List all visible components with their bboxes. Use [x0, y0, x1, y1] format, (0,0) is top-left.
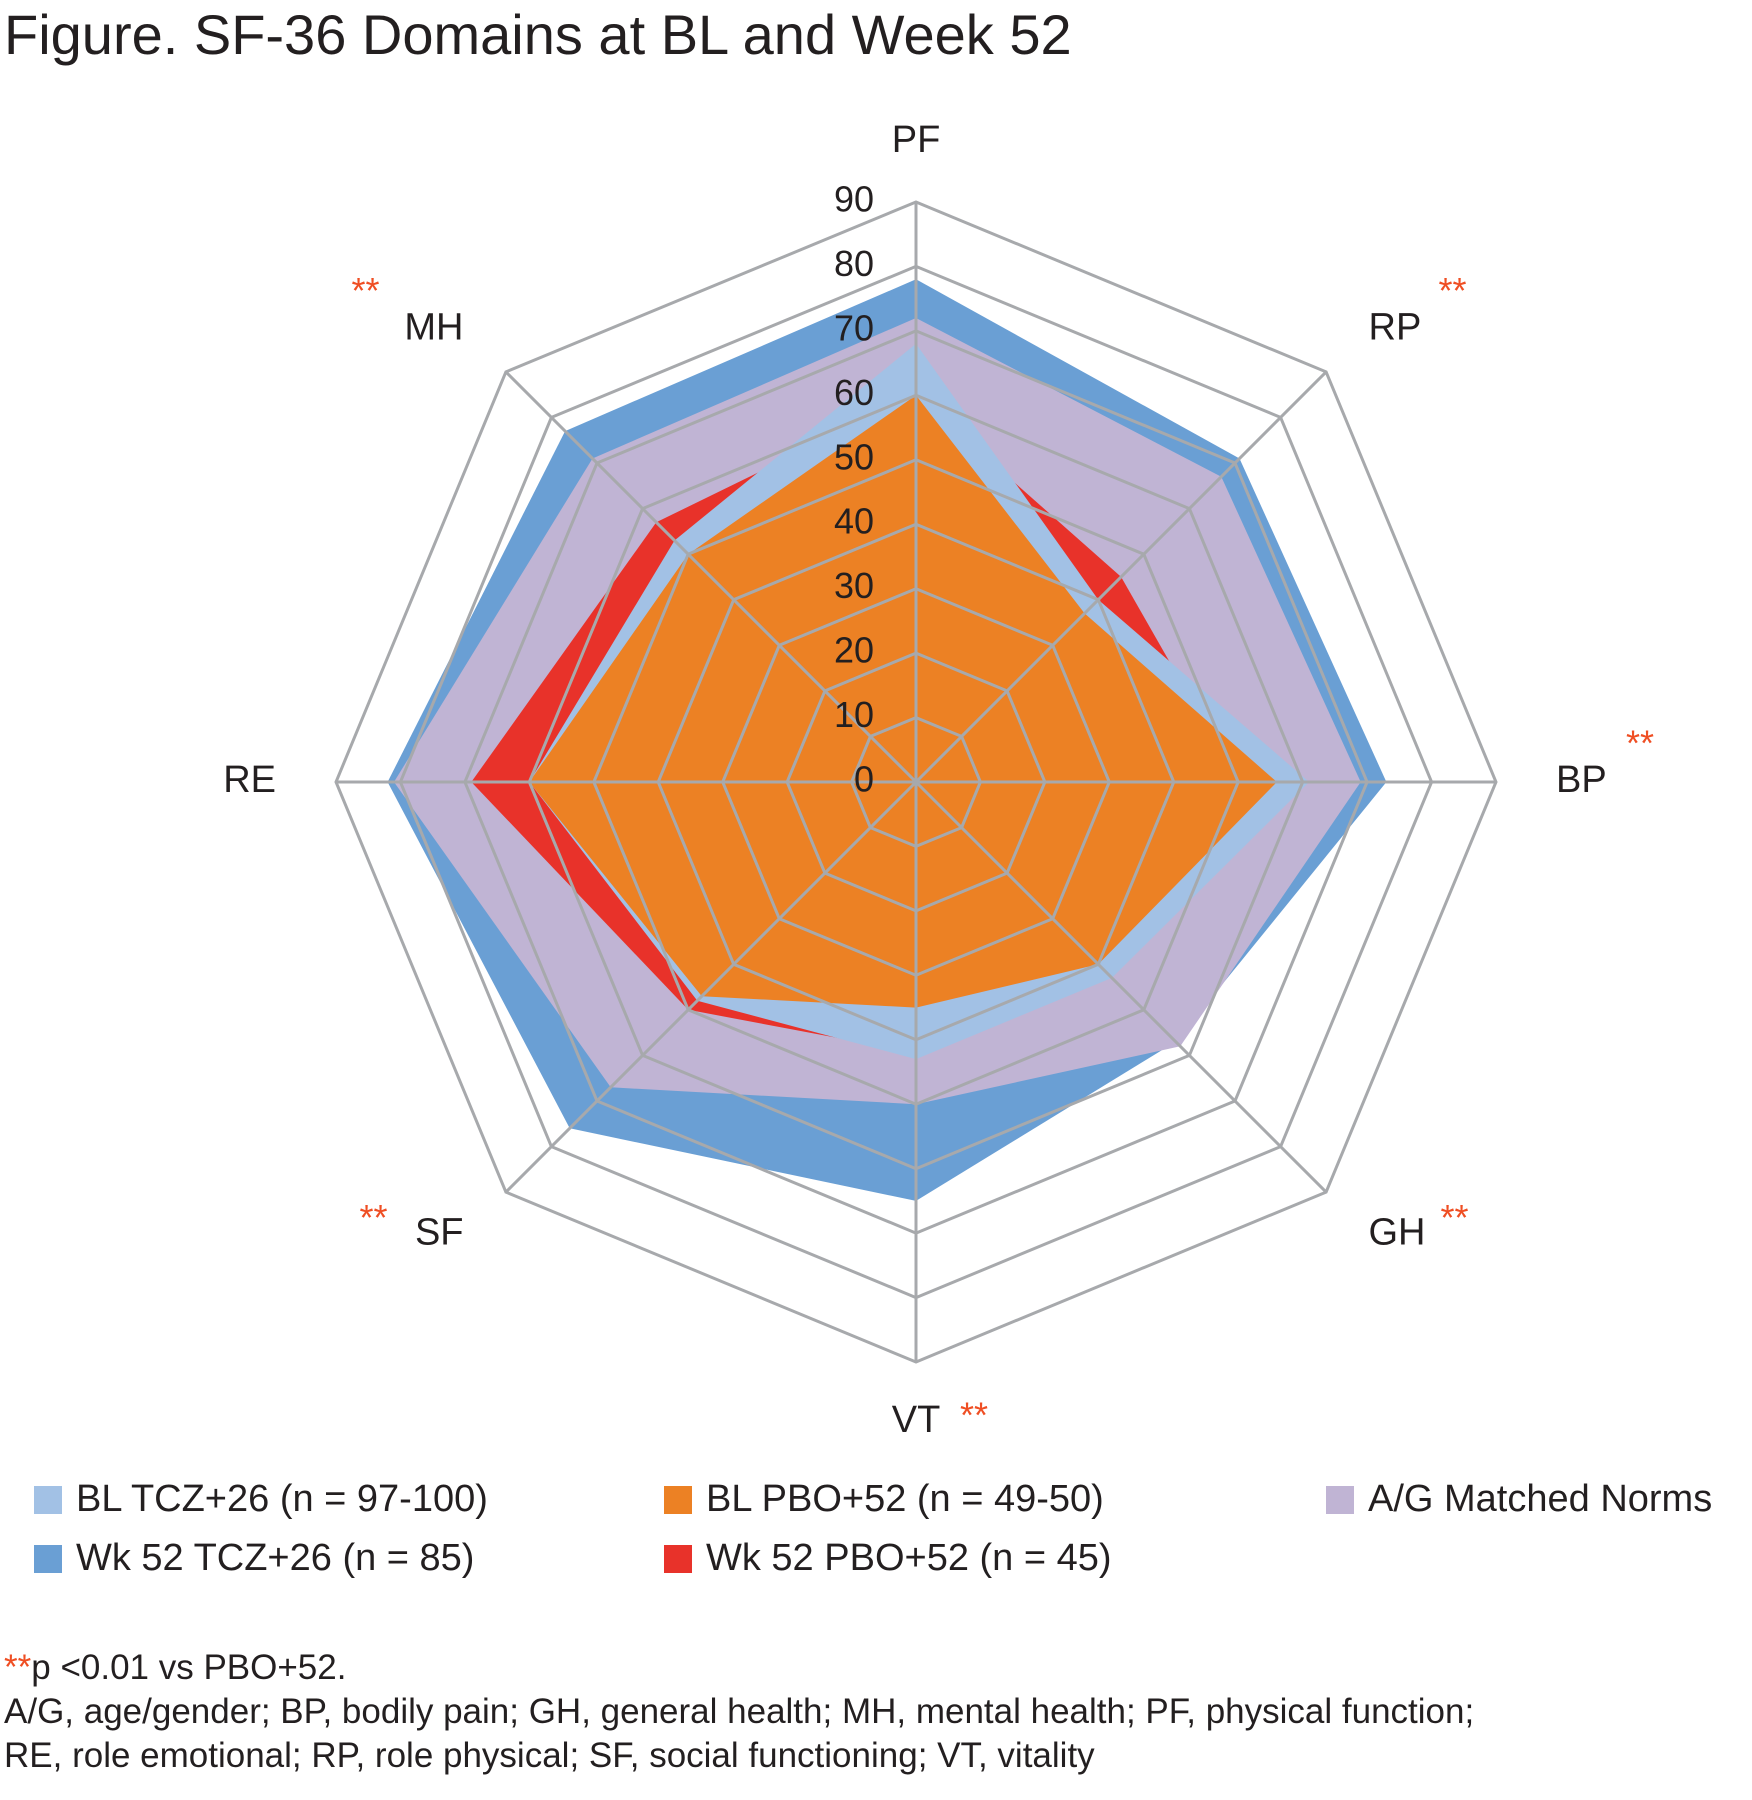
tick-label: 10 — [834, 694, 874, 735]
legend-swatch — [1326, 1485, 1354, 1514]
tick-label: 30 — [834, 565, 874, 606]
tick-label: 50 — [834, 436, 874, 477]
significance-star: ** — [1439, 270, 1467, 311]
radar-chart: 0 10 20 30 40 50 60 70 80 90 PF RP ** BP ** GH ** VT ** SF *… — [223, 119, 1654, 1441]
axis-label-bp: BP — [1556, 759, 1607, 801]
significance-star: ** — [960, 1395, 988, 1436]
tick-label: 90 — [834, 179, 874, 220]
significance-marker: ** — [4, 1648, 32, 1687]
legend-label: BL TCZ+26 (n = 97-100) — [76, 1478, 488, 1520]
legend-label: BL PBO+52 (n = 49-50) — [706, 1478, 1104, 1520]
tick-label: 80 — [834, 243, 874, 284]
legend-item: A/G Matched Norms — [1326, 1478, 1712, 1521]
significance-star: ** — [359, 1197, 387, 1238]
spoke — [914, 370, 1328, 784]
abbreviations-line-1: A/G, age/gender; BP, bodily pain; GH, ge… — [4, 1692, 1475, 1731]
legend-item: BL PBO+52 (n = 49-50) — [664, 1478, 1104, 1521]
footnote: **p <0.01 vs PBO+52. A/G, age/gender; BP… — [4, 1646, 1474, 1778]
axis-label-sf: SF — [415, 1212, 464, 1254]
significance-star: ** — [1441, 1197, 1469, 1238]
legend-label: Wk 52 TCZ+26 (n = 85) — [76, 1537, 475, 1579]
tick-label: 40 — [834, 501, 874, 542]
spoke — [504, 370, 918, 784]
legend-item: Wk 52 PBO+52 (n = 45) — [664, 1537, 1112, 1580]
legend-swatch — [664, 1544, 692, 1573]
tick-label: 20 — [834, 630, 874, 671]
axis-label-mh: MH — [404, 307, 463, 349]
legend-item: BL TCZ+26 (n = 97-100) — [34, 1478, 488, 1521]
tick-label: 60 — [834, 372, 874, 413]
legend-label: Wk 52 PBO+52 (n = 45) — [706, 1537, 1112, 1579]
abbreviations-line-2: RE, role emotional; RP, role physical; S… — [4, 1736, 1095, 1775]
axis-label-gh: GH — [1369, 1212, 1426, 1254]
tick-label: 0 — [854, 759, 874, 800]
spoke — [504, 780, 918, 1194]
footnote-significance: **p <0.01 vs PBO+52. — [4, 1646, 1474, 1690]
significance-star: ** — [1626, 723, 1654, 764]
tick-label: 70 — [834, 307, 874, 348]
footnote-text: p <0.01 vs PBO+52. — [31, 1648, 347, 1687]
legend-swatch — [34, 1544, 62, 1573]
legend-item: Wk 52 TCZ+26 (n = 85) — [34, 1537, 474, 1580]
spoke — [914, 780, 1328, 1194]
legend-label: A/G Matched Norms — [1368, 1478, 1713, 1520]
legend-swatch — [664, 1485, 692, 1514]
axis-label-pf: PF — [892, 119, 941, 161]
legend-swatch — [34, 1485, 62, 1514]
series-area-4 — [529, 395, 1277, 1008]
axis-label-vt: VT — [892, 1399, 941, 1441]
chart-title: Figure. SF-36 Domains at BL and Week 52 — [4, 3, 1072, 66]
significance-star: ** — [351, 270, 379, 311]
axis-label-re: RE — [223, 759, 276, 801]
axis-label-rp: RP — [1369, 307, 1422, 349]
